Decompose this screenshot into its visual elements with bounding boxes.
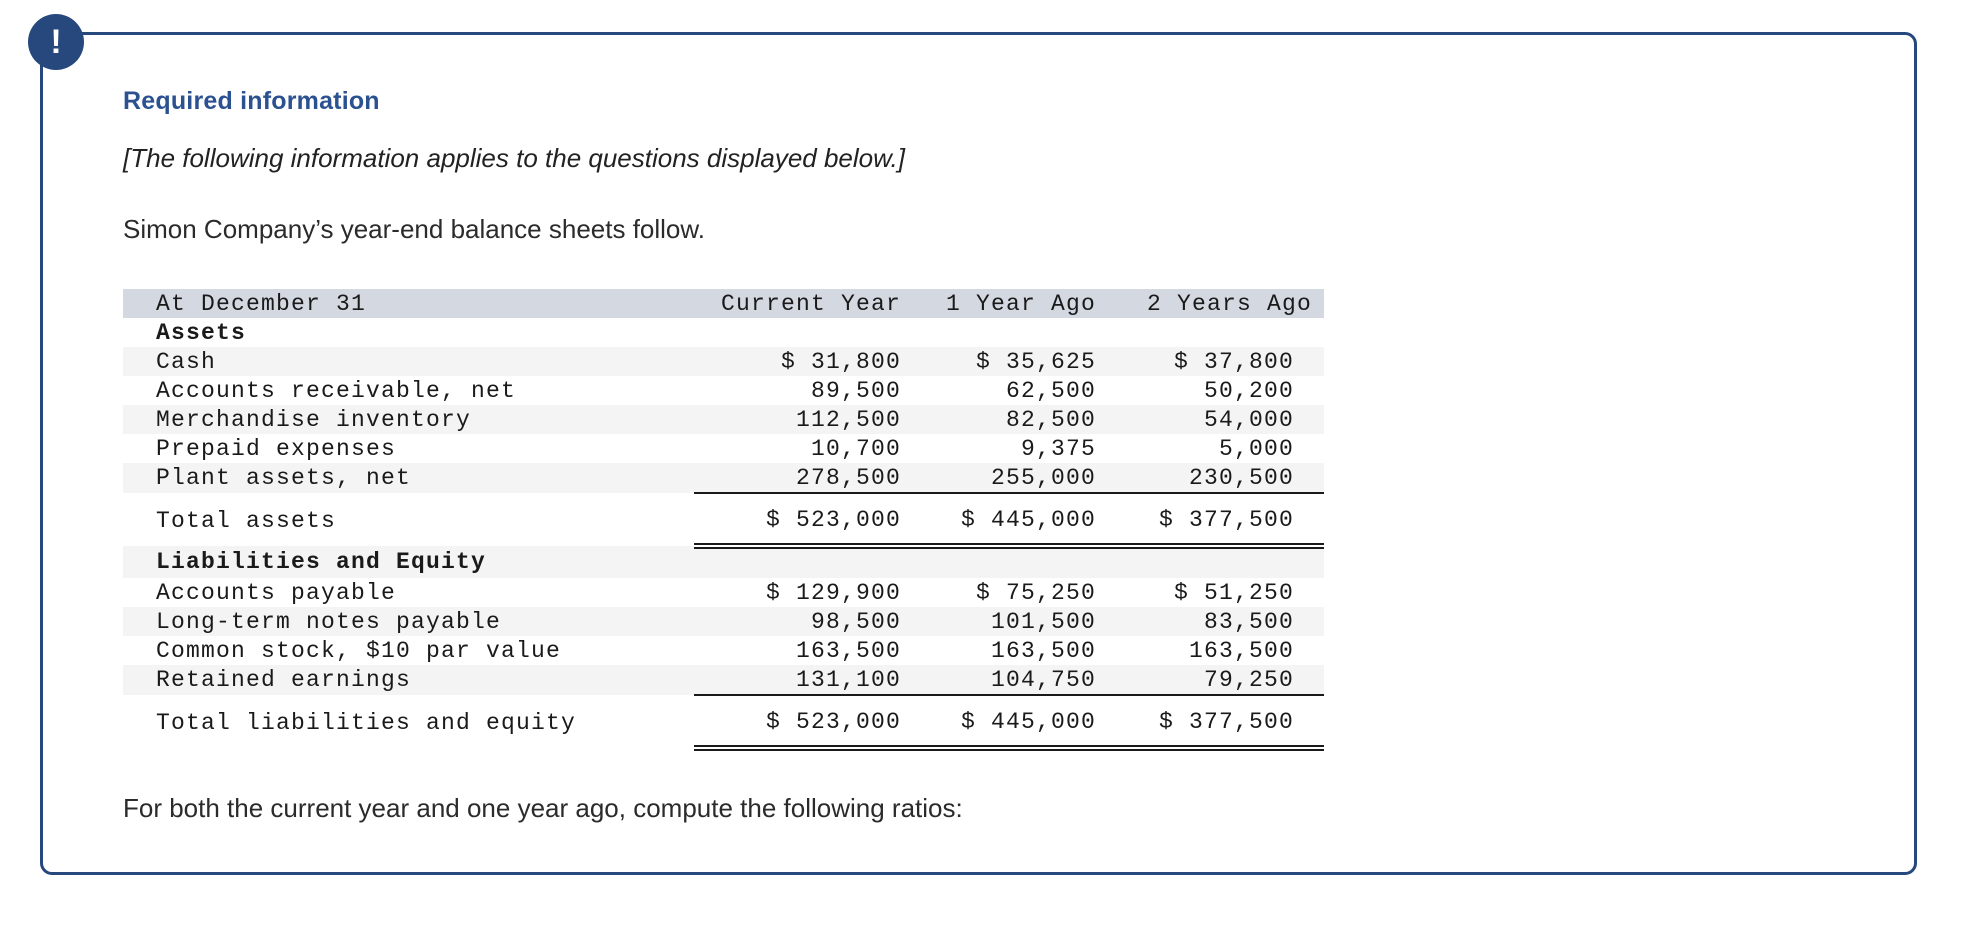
cell-value: $ 51,250 bbox=[1173, 579, 1294, 606]
row-label: Retained earnings bbox=[156, 667, 412, 693]
cell-value: 230,500 bbox=[1096, 463, 1324, 494]
cell-value: $ 129,900 bbox=[765, 579, 901, 606]
ratio-instruction-text: For both the current year and one year a… bbox=[123, 793, 963, 823]
section-row: Liabilities and Equity bbox=[123, 546, 1324, 578]
row-label: Merchandise inventory bbox=[156, 406, 472, 433]
cell-value: 62,500 bbox=[1005, 377, 1096, 404]
cell-value: 5,000 bbox=[1218, 435, 1294, 462]
column-header-2-years-ago: 2 Years Ago bbox=[1146, 290, 1312, 317]
cell-value: $ 445,000 bbox=[901, 695, 1096, 751]
cell-value: 163,500 bbox=[795, 637, 901, 664]
table-row: Long-term notes payable 98,500 101,500 83,5… bbox=[123, 607, 1324, 636]
table-row: Common stock, $10 par value 163,500 163,50… bbox=[123, 636, 1324, 665]
row-label: Accounts payable bbox=[156, 579, 397, 606]
cell-value: 101,500 bbox=[990, 608, 1096, 635]
table-row: Prepaid expenses 10,700 9,375 5,000 bbox=[123, 434, 1324, 463]
row-label: Long-term notes payable bbox=[156, 608, 502, 635]
cell-value: 131,100 bbox=[694, 665, 901, 696]
cell-value: $ 523,000 bbox=[694, 695, 901, 751]
section-row: Assets bbox=[123, 318, 1324, 347]
row-label: Total assets bbox=[156, 507, 337, 534]
cell-value: $ 31,800 bbox=[780, 348, 901, 375]
cell-value: 163,500 bbox=[990, 637, 1096, 664]
row-label: Total liabilities and equity bbox=[156, 709, 577, 736]
column-header-1-year-ago: 1 Year Ago bbox=[945, 290, 1096, 317]
cell-value: $ 35,625 bbox=[975, 348, 1096, 375]
cell-value: 255,000 bbox=[901, 463, 1096, 494]
cell-value: 98,500 bbox=[810, 608, 901, 635]
row-label: Cash bbox=[156, 348, 217, 375]
cell-value: 82,500 bbox=[1005, 406, 1096, 433]
alert-exclamation-glyph: ! bbox=[50, 22, 62, 61]
total-row: Total liabilities and equity $ 523,000 $ 4… bbox=[123, 695, 1324, 751]
row-label: Accounts receivable, net bbox=[156, 377, 517, 404]
column-header-at-december-31: At December 31 bbox=[156, 290, 367, 317]
table-row: Accounts payable $ 129,900 $ 75,250 $ 51,25… bbox=[123, 578, 1324, 607]
cell-value: $ 377,500 bbox=[1096, 493, 1324, 549]
cell-value: 50,200 bbox=[1203, 377, 1294, 404]
cell-value bbox=[901, 318, 1096, 347]
cell-value: 10,700 bbox=[810, 435, 901, 462]
cell-value: 9,375 bbox=[1020, 435, 1096, 462]
row-label: Liabilities and Equity bbox=[156, 549, 487, 575]
cell-value bbox=[694, 318, 901, 347]
applies-to-questions-note: [The following information applies to th… bbox=[123, 143, 905, 173]
required-information-heading: Required information bbox=[123, 87, 380, 115]
cell-value: $ 75,250 bbox=[975, 579, 1096, 606]
row-label: Plant assets, net bbox=[156, 465, 412, 491]
row-label: Prepaid expenses bbox=[156, 435, 397, 462]
cell-value bbox=[1096, 318, 1324, 347]
cell-value: 89,500 bbox=[810, 377, 901, 404]
cell-value: 79,250 bbox=[1096, 665, 1324, 696]
row-label: Assets bbox=[156, 319, 247, 346]
cell-value: $ 523,000 bbox=[694, 493, 901, 549]
cell-value: 278,500 bbox=[694, 463, 901, 494]
cell-value: 54,000 bbox=[1203, 406, 1294, 433]
row-label: Common stock, $10 par value bbox=[156, 637, 562, 664]
total-row: Total assets $ 523,000 $ 445,000 $ 377,500 bbox=[123, 493, 1324, 549]
cell-value: $ 377,500 bbox=[1096, 695, 1324, 751]
cell-value: $ 37,800 bbox=[1173, 348, 1294, 375]
cell-value: $ 445,000 bbox=[901, 493, 1096, 549]
balance-sheet-table: At December 31 Current Year 1 Year Ago 2… bbox=[123, 289, 1324, 751]
cell-value: 83,500 bbox=[1203, 608, 1294, 635]
cell-value bbox=[694, 546, 901, 578]
table-row: Plant assets, net 278,500 255,000 230,500 bbox=[123, 463, 1324, 494]
table-row: Accounts receivable, net 89,500 62,500 50,2… bbox=[123, 376, 1324, 405]
cell-value: 112,500 bbox=[795, 406, 901, 433]
table-header-row: At December 31 Current Year 1 Year Ago 2… bbox=[123, 289, 1324, 318]
required-info-card: ! Required information [The following in… bbox=[28, 14, 1917, 875]
column-header-current-year: Current Year bbox=[720, 290, 901, 317]
table-row: Merchandise inventory 112,500 82,500 54,000 bbox=[123, 405, 1324, 434]
cell-value bbox=[901, 546, 1096, 578]
cell-value bbox=[1096, 546, 1324, 578]
table-row: Cash $ 31,800 $ 35,625 $ 37,800 bbox=[123, 347, 1324, 376]
cell-value: 104,750 bbox=[901, 665, 1096, 696]
cell-value: 163,500 bbox=[1188, 637, 1294, 664]
alert-exclamation-icon: ! bbox=[28, 14, 84, 70]
intro-sentence: Simon Company’s year-end balance sheets … bbox=[123, 214, 705, 244]
table-row: Retained earnings 131,100 104,750 79,250 bbox=[123, 665, 1324, 696]
